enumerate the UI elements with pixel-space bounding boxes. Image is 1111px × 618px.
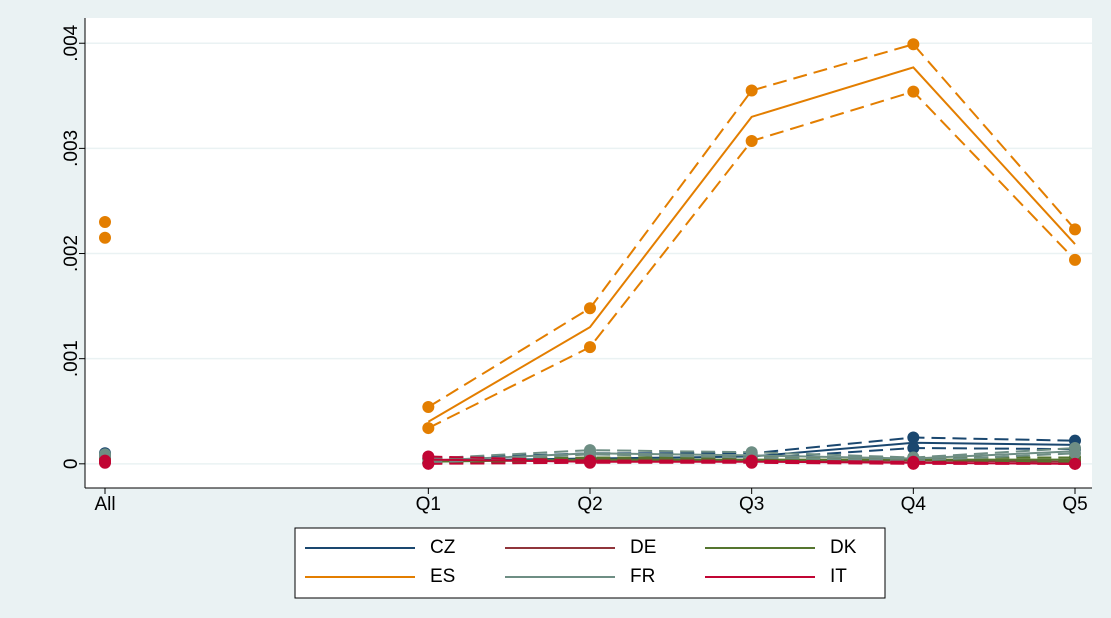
y-tick-label: .001	[61, 340, 82, 377]
legend-label: DE	[630, 537, 656, 558]
x-tick-label: Q3	[739, 494, 764, 515]
legend-label: FR	[630, 566, 655, 587]
legend-label: CZ	[430, 537, 456, 558]
ci-point	[99, 456, 111, 469]
ci-point	[907, 85, 920, 98]
x-tick-label: Q4	[901, 494, 927, 515]
legend	[294, 527, 886, 599]
estimate-line	[428, 458, 1076, 465]
x-tick-label: Q1	[416, 494, 441, 515]
ci-point	[745, 456, 758, 469]
ci-line	[427, 43, 1076, 408]
ci-point	[745, 84, 758, 97]
ci-point	[99, 215, 111, 228]
ci-point	[745, 135, 758, 148]
ci-point	[907, 38, 920, 51]
ci-point	[422, 401, 435, 414]
legend-label: ES	[430, 566, 455, 587]
estimate-line	[427, 66, 1076, 423]
ci-point	[422, 457, 435, 470]
x-tick-label: Q5	[1062, 494, 1087, 515]
ci-point	[1069, 253, 1081, 266]
y-tick-label: .002	[61, 235, 82, 272]
ci-point	[907, 457, 920, 470]
legend-label: DK	[830, 537, 857, 558]
ci-point	[584, 302, 596, 315]
legend-label: IT	[830, 566, 847, 587]
ci-point	[422, 422, 435, 435]
ci-point	[584, 456, 596, 469]
y-tick-label: .004	[61, 24, 82, 61]
y-tick-label: 0	[61, 459, 82, 470]
ci-point	[99, 231, 111, 244]
ci-point	[1069, 223, 1081, 236]
ci-point	[1069, 447, 1081, 460]
x-tick-label: All	[94, 494, 115, 515]
ci-point	[907, 442, 920, 455]
ci-point	[907, 431, 920, 444]
x-tick-label: Q2	[577, 494, 602, 515]
ci-point	[584, 341, 596, 354]
y-tick-label: .003	[61, 130, 82, 167]
